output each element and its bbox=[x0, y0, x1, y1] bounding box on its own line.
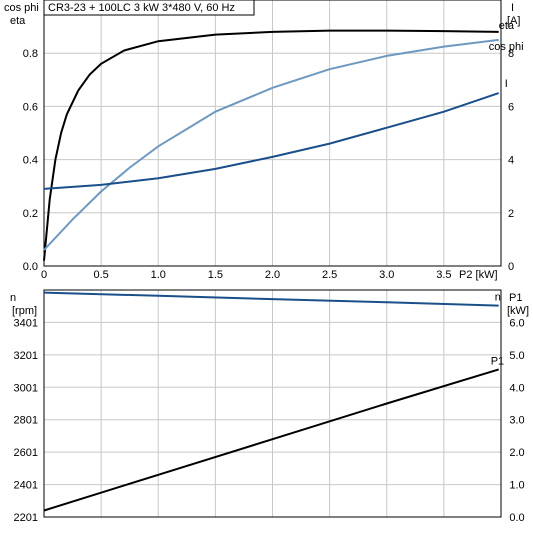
top-right-axis-label-line2: [A] bbox=[507, 15, 520, 27]
x-tick-label: 2.5 bbox=[322, 269, 337, 281]
top-right-y-tick-label: 4 bbox=[508, 155, 514, 167]
top-left-y-tick-label: 0.8 bbox=[23, 48, 38, 60]
x-tick-label: 2.0 bbox=[265, 269, 280, 281]
x-axis-label: P2 [kW] bbox=[459, 269, 498, 281]
x-tick-label: 3.0 bbox=[379, 269, 394, 281]
bottom-panel: 2201 2401 2601 2801 3001 3201 3401 0.0 1.0 2.0 3.… bbox=[10, 289, 529, 524]
top-plot-frame bbox=[43, 0, 502, 267]
bottom-right-y-tick-label: 6.0 bbox=[509, 317, 524, 329]
bottom-right-axis-label-line2: [kW] bbox=[507, 305, 529, 317]
bottom-left-y-tick-label: 3401 bbox=[14, 317, 38, 329]
top-left-axis-label-line1: cos phi bbox=[4, 2, 39, 14]
top-left-axis-label-line2: eta bbox=[10, 15, 26, 27]
top-left-y-ticks: 0.0 0.2 0.4 0.6 0.8 bbox=[23, 48, 38, 273]
top-right-y-tick-label: 0 bbox=[508, 261, 514, 273]
top-right-y-ticks: 0 2 4 6 8 bbox=[508, 48, 514, 273]
top-grid bbox=[44, 0, 501, 266]
series-line-i bbox=[43, 92, 500, 190]
top-x-ticks: 0 0.5 1.0 1.5 2.0 2.5 3.0 3.5 bbox=[41, 269, 452, 281]
top-left-y-tick-label: 0.6 bbox=[23, 101, 38, 113]
series-line-cos-phi bbox=[43, 38, 499, 251]
bottom-right-y-ticks: 0.0 1.0 2.0 3.0 4.0 5.0 6.0 bbox=[509, 317, 524, 524]
bottom-right-y-tick-label: 1.0 bbox=[509, 480, 524, 492]
chart-title: CR3-23 + 100LC 3 kW 3*480 V, 60 Hz bbox=[48, 2, 235, 14]
bottom-left-axis-label-line1: n bbox=[10, 292, 16, 304]
bottom-left-axis-label-line2: [rpm] bbox=[12, 305, 37, 317]
bottom-left-y-tick-label: 3201 bbox=[14, 350, 38, 362]
series-line-eta bbox=[43, 29, 499, 261]
top-series: eta cos phi I bbox=[43, 20, 524, 261]
bottom-right-y-tick-label: 3.0 bbox=[509, 415, 524, 427]
x-tick-label: 1.5 bbox=[208, 269, 223, 281]
bottom-left-y-tick-label: 2801 bbox=[14, 415, 38, 427]
x-tick-label: 0.5 bbox=[93, 269, 108, 281]
x-tick-label: 1.0 bbox=[151, 269, 166, 281]
top-right-axis-label-line1: I bbox=[511, 2, 514, 14]
bottom-left-y-tick-label: 3001 bbox=[14, 382, 38, 394]
title-box bbox=[43, 0, 255, 16]
bottom-left-y-ticks: 2201 2401 2601 2801 3001 3201 3401 bbox=[14, 317, 38, 524]
top-right-y-tick-label: 2 bbox=[508, 208, 514, 220]
x-tick-label: 3.5 bbox=[436, 269, 451, 281]
series-label-cos-phi: cos phi bbox=[489, 41, 524, 53]
x-tick-label: 0 bbox=[41, 269, 47, 281]
series-label-eta: eta bbox=[499, 20, 515, 32]
bottom-plot-frame bbox=[43, 289, 502, 518]
bottom-right-y-tick-label: 0.0 bbox=[509, 512, 524, 524]
top-left-y-tick-label: 0.4 bbox=[23, 155, 38, 167]
top-left-y-tick-label: 0.2 bbox=[23, 208, 38, 220]
series-label-i: I bbox=[505, 78, 508, 90]
top-right-y-tick-label: 8 bbox=[508, 48, 514, 60]
bottom-left-y-tick-label: 2401 bbox=[14, 480, 38, 492]
bottom-series: n P1 bbox=[43, 291, 504, 512]
bottom-right-y-tick-label: 5.0 bbox=[509, 350, 524, 362]
bottom-grid bbox=[44, 290, 501, 517]
bottom-right-y-tick-label: 4.0 bbox=[509, 382, 524, 394]
top-panel: 0 0.5 1.0 1.5 2.0 2.5 3.0 3.5 0.0 0.2 0.4 0.6 0.8 0… bbox=[4, 0, 524, 281]
series-label-p1: P1 bbox=[491, 355, 504, 367]
top-left-y-tick-label: 0.0 bbox=[23, 261, 38, 273]
series-line-n bbox=[43, 291, 499, 307]
bottom-right-axis-label-line1: P1 bbox=[509, 292, 522, 304]
top-right-y-tick-label: 6 bbox=[508, 101, 514, 113]
series-line-p1 bbox=[43, 368, 499, 512]
bottom-left-y-tick-label: 2601 bbox=[14, 447, 38, 459]
series-label-n: n bbox=[495, 292, 501, 304]
bottom-left-y-tick-label: 2201 bbox=[14, 512, 38, 524]
bottom-right-y-tick-label: 2.0 bbox=[509, 447, 524, 459]
